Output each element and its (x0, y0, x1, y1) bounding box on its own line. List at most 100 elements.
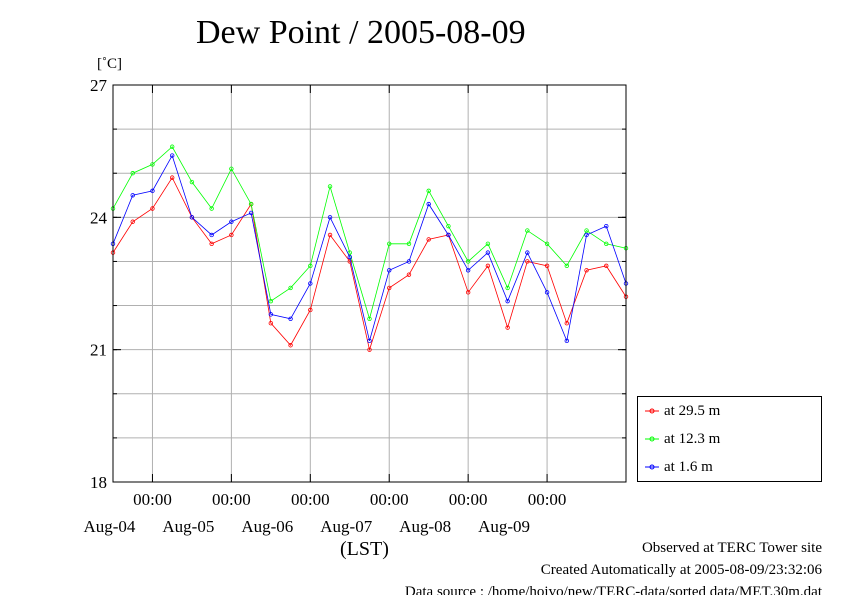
data-point (564, 338, 570, 344)
data-point (268, 298, 274, 304)
data-point (604, 263, 609, 269)
x-tick-time-label: 00:00 (133, 490, 172, 509)
data-point (367, 347, 372, 352)
legend: at 29.5 m at 12.3 m at 1.6 m (637, 396, 822, 482)
legend-marker-icon (645, 464, 659, 470)
x-tick-date-label: Aug-09 (478, 517, 530, 536)
data-point (544, 241, 550, 246)
data-point (505, 298, 510, 304)
data-point (525, 259, 530, 264)
legend-item-1-6m: at 1.6 m (644, 456, 713, 478)
footer-created-note: Created Automatically at 2005-08-09/23:3… (540, 562, 822, 578)
x-tick-date-label: Aug-04 (83, 517, 135, 536)
data-point (446, 232, 451, 238)
data-point (209, 206, 214, 211)
data-point (268, 312, 274, 317)
data-point (367, 316, 372, 321)
data-point (446, 223, 451, 229)
series-line-1 (112, 146, 627, 321)
data-point (229, 166, 234, 172)
data-point (426, 188, 431, 194)
data-point (150, 188, 155, 194)
data-point (426, 237, 431, 242)
y-tick-label: 21 (90, 341, 107, 360)
data-point (288, 316, 293, 321)
x-tick-time-label: 00:00 (291, 490, 330, 509)
data-point (485, 263, 491, 269)
x-tick-date-label: Aug-06 (241, 517, 293, 536)
data-point (465, 259, 471, 264)
data-point (406, 272, 412, 277)
data-point (288, 343, 293, 348)
data-point (130, 219, 135, 224)
y-tick-label: 18 (90, 473, 107, 492)
x-tick-date-label: Aug-08 (399, 517, 451, 536)
data-point (169, 175, 175, 180)
data-point (169, 153, 175, 158)
x-tick-time-label: 00:00 (528, 490, 567, 509)
data-point (564, 321, 570, 326)
footer-source-note: Data source : /home/hoivo/new/TERC-data/… (404, 584, 822, 595)
legend-marker-icon (645, 436, 659, 442)
series-line-2 (112, 154, 627, 343)
x-axis-label: (LST) (340, 538, 389, 560)
data-point (268, 321, 274, 326)
data-point (465, 290, 471, 295)
data-point (544, 263, 550, 269)
x-tick-date-label: Aug-07 (320, 517, 372, 536)
data-point (485, 250, 491, 255)
data-point (347, 259, 352, 264)
data-point (604, 241, 609, 246)
data-point (327, 215, 333, 220)
data-point (248, 210, 254, 216)
data-point (505, 285, 510, 291)
data-point (150, 206, 155, 211)
data-point (367, 338, 372, 344)
legend-item-12-3m: at 12.3 m (644, 428, 720, 450)
data-point (544, 290, 550, 295)
data-point (229, 232, 234, 238)
y-axis-unit-label: [˚C] (97, 56, 122, 72)
y-tick-label: 24 (90, 208, 108, 227)
data-point (308, 263, 313, 269)
data-point (347, 254, 352, 260)
plot-frame (112, 84, 627, 483)
data-point (584, 268, 589, 273)
data-point (130, 171, 135, 176)
data-point (209, 241, 214, 246)
data-point (406, 241, 412, 246)
data-point (584, 228, 589, 233)
data-point (308, 281, 313, 286)
legend-label: at 1.6 m (664, 458, 713, 475)
chart-title: Dew Point / 2005-08-09 (196, 14, 526, 51)
data-point (308, 307, 313, 313)
data-point (248, 201, 254, 207)
data-point (288, 285, 293, 291)
data-point (229, 219, 234, 224)
legend-label: at 12.3 m (664, 430, 721, 447)
footer-notes: Observed at TERC Tower site Created Auto… (405, 537, 822, 595)
data-point (150, 162, 155, 167)
data-point (505, 325, 510, 330)
legend-label: at 29.5 m (664, 402, 721, 419)
x-tick-time-label: 00:00 (370, 490, 409, 509)
y-tick-label: 27 (90, 76, 108, 95)
legend-marker-icon (645, 408, 659, 414)
x-tick-time-label: 00:00 (212, 490, 251, 509)
data-point (564, 263, 570, 269)
x-tick-date-label: Aug-05 (162, 517, 214, 536)
series-line-0 (112, 176, 627, 352)
legend-item-29-5m: at 29.5 m (644, 400, 720, 422)
data-point (584, 232, 589, 238)
data-point (130, 193, 135, 198)
x-tick-time-label: 00:00 (449, 490, 488, 509)
data-point (169, 144, 175, 149)
data-point (525, 250, 530, 255)
data-point (465, 268, 471, 273)
data-point (387, 241, 392, 246)
data-point (209, 232, 214, 238)
data-point (189, 215, 195, 220)
data-point (387, 285, 392, 291)
footer-site-note: Observed at TERC Tower site (641, 540, 822, 556)
